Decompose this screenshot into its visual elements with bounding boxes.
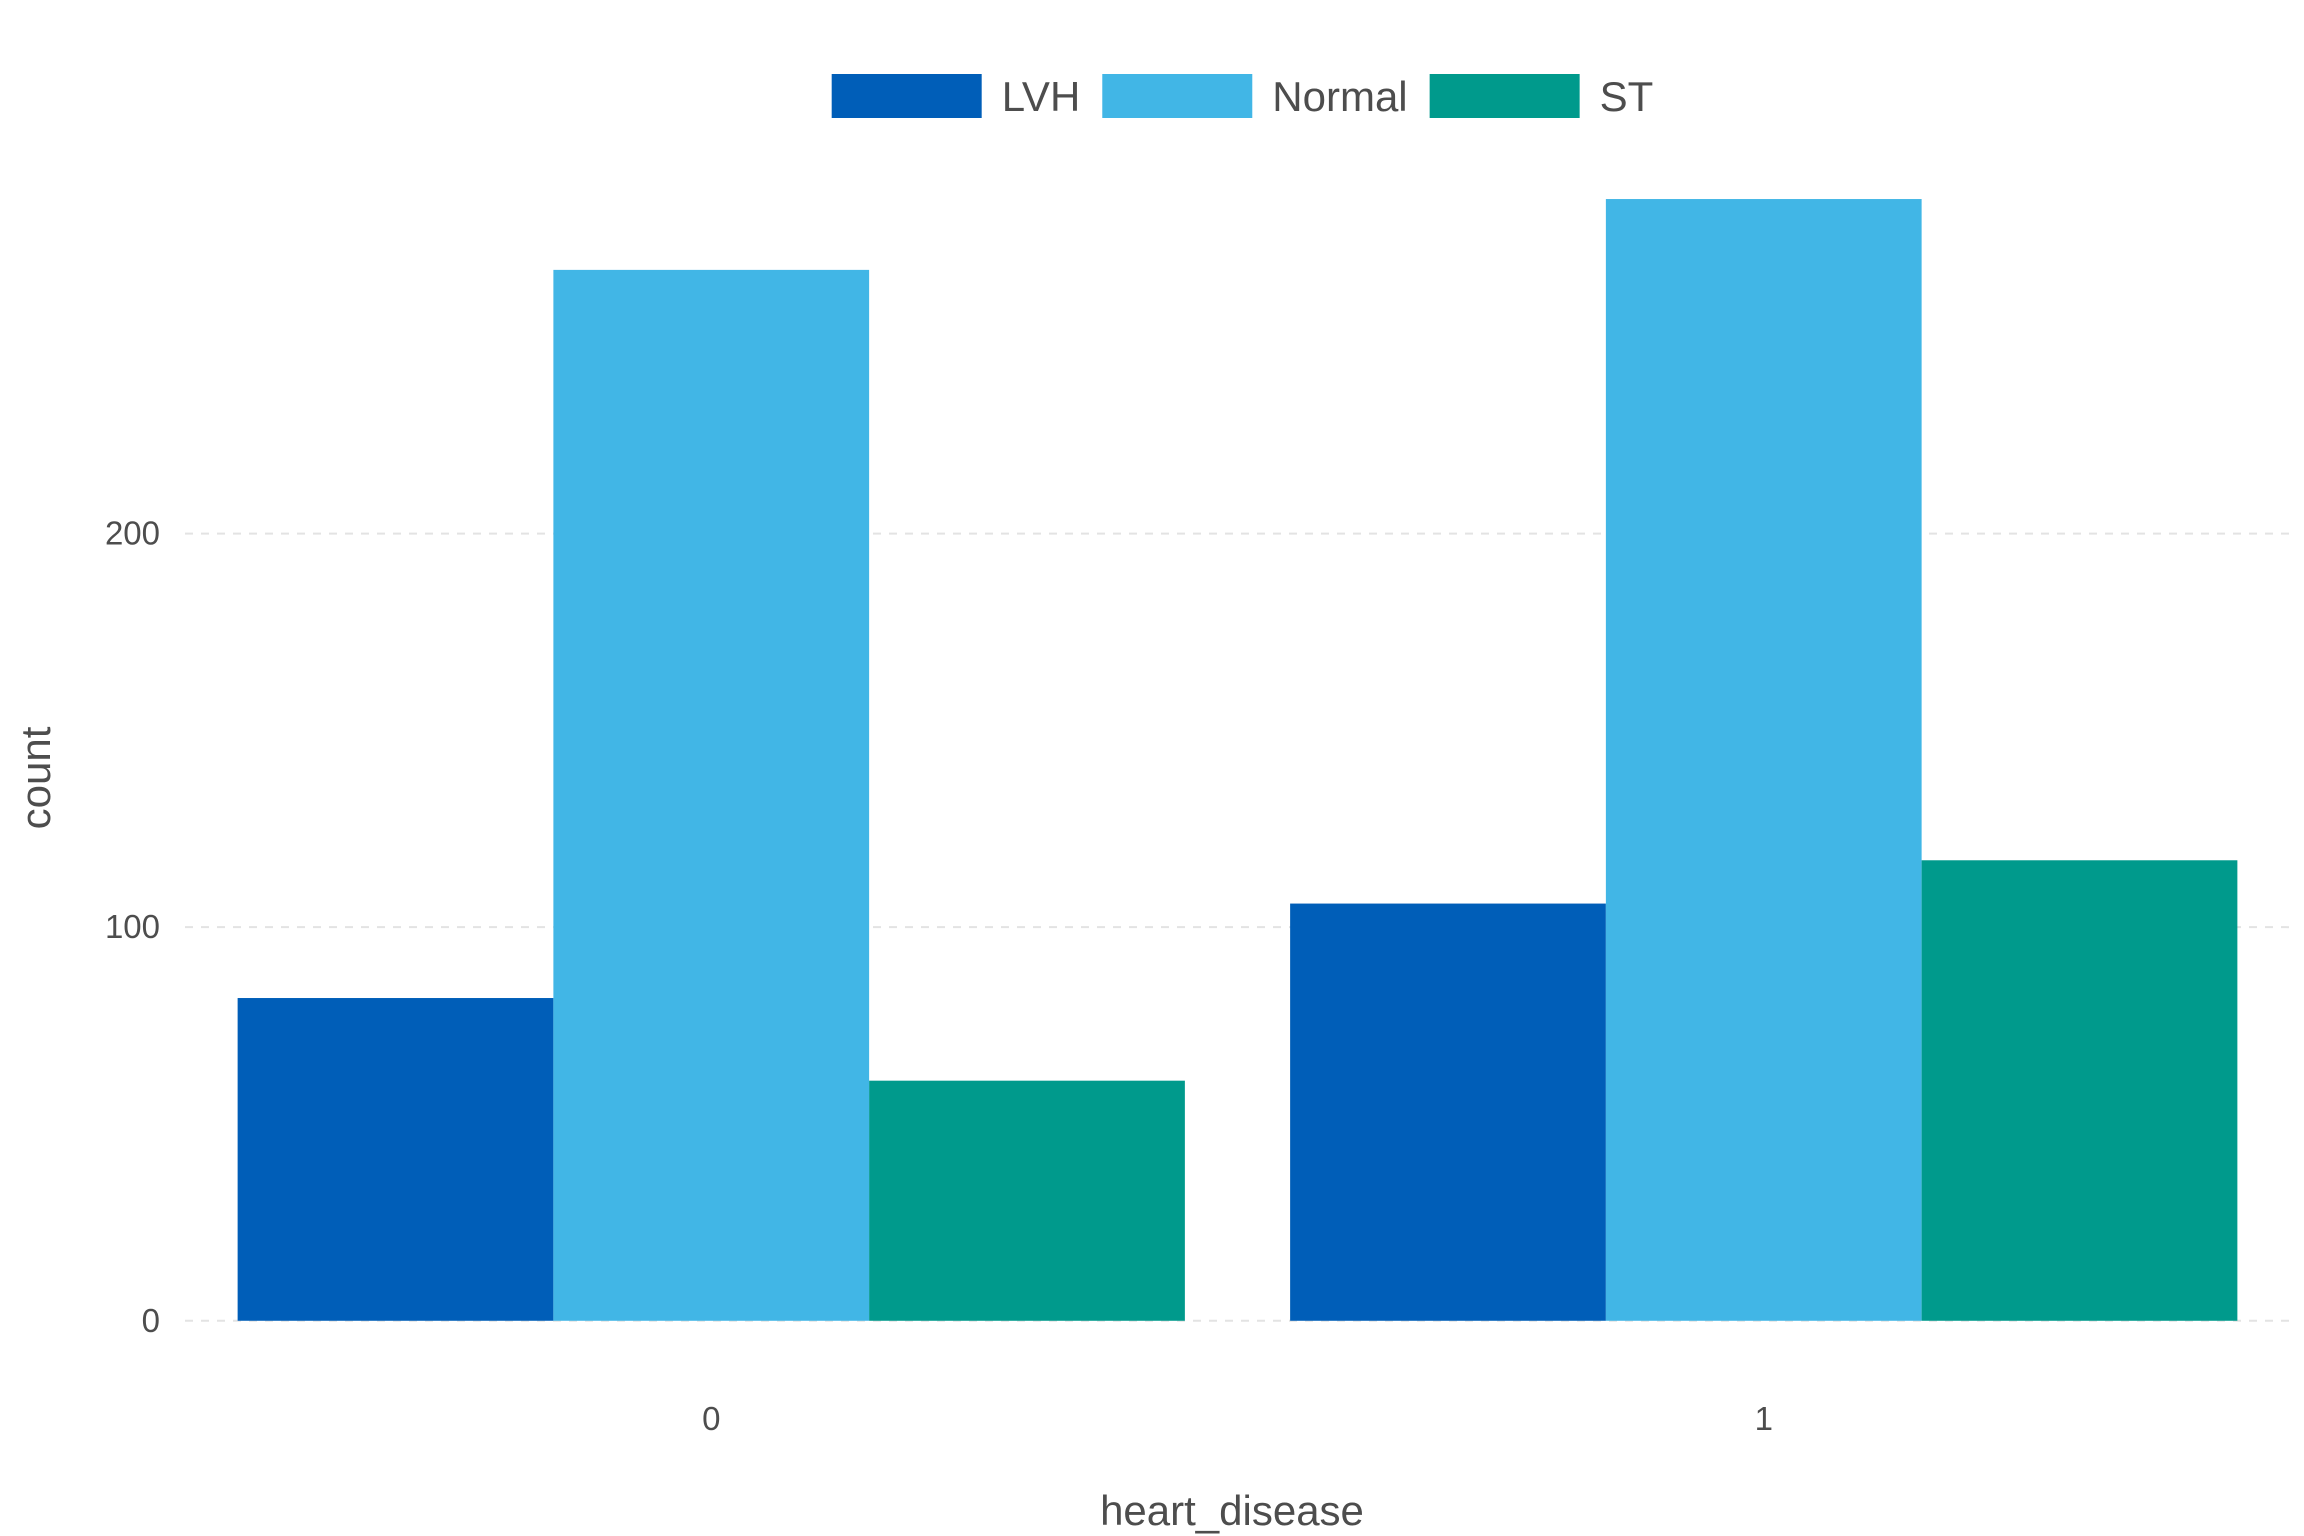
y-tick-label: 0 [142,1302,160,1339]
legend-key-lvh [831,74,982,118]
bar-st-0 [869,1080,1185,1321]
legend-label-normal: Normal [1272,73,1407,120]
legend-key-st [1429,74,1580,118]
bar-lvh-1 [1290,903,1606,1321]
legend-label-st: ST [1600,73,1654,120]
bars [237,199,2238,1321]
y-tick-label: 100 [105,908,160,945]
legend-label-lvh: LVH [1002,73,1081,120]
bar-st-1 [1921,860,2238,1321]
x-axis-title: heart_disease [1100,1487,1364,1534]
x-tick-label: 0 [702,1400,720,1437]
bar-normal-1 [1605,199,1922,1321]
y-tick-label: 200 [105,515,160,552]
y-axis-ticks: 0 100 200 [105,515,160,1339]
legend-key-normal [1102,74,1253,118]
legend: LVH Normal ST [831,73,1654,120]
x-tick-label: 1 [1755,1400,1773,1437]
bar-lvh-0 [237,998,554,1321]
bar-normal-0 [553,269,870,1321]
y-axis-title: count [12,726,59,829]
